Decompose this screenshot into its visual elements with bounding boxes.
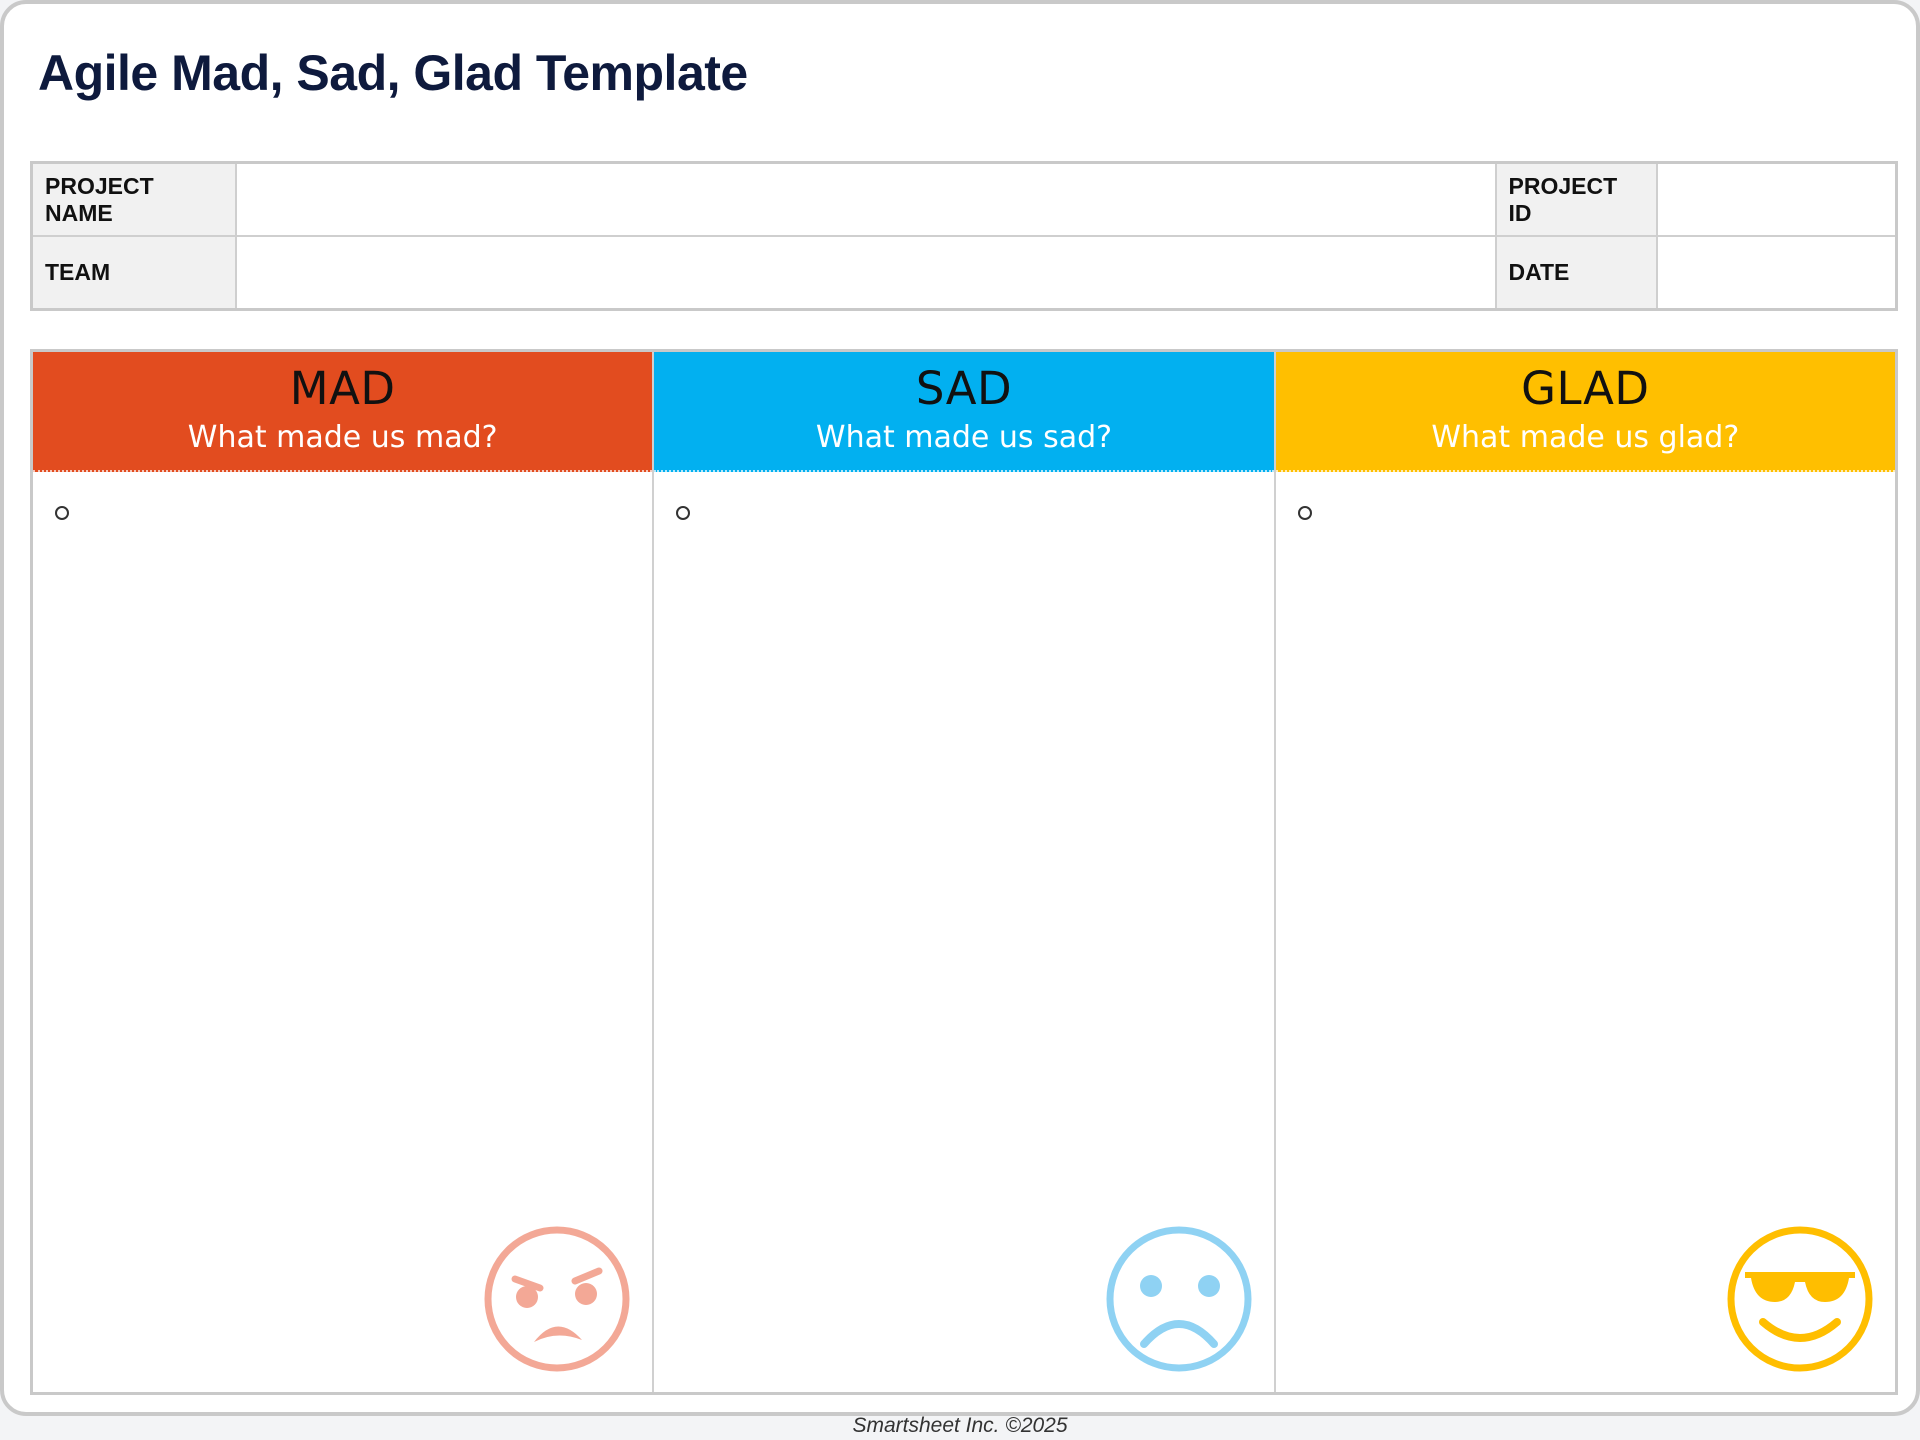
sad-title: SAD	[915, 362, 1013, 415]
mad-title: MAD	[289, 362, 396, 415]
bullet-icon[interactable]	[55, 506, 69, 520]
project-id-field[interactable]	[1655, 161, 1898, 237]
bullet-icon[interactable]	[1297, 506, 1312, 520]
retro-board: MAD What made us mad? SAD What made us s…	[30, 349, 1898, 1395]
sad-header: SAD What made us sad?	[654, 352, 1274, 472]
glad-title: GLAD	[1521, 362, 1650, 415]
date-label: DATE	[1494, 235, 1658, 311]
sunglasses-face-icon	[1727, 1226, 1873, 1372]
team-label: TEAM	[30, 235, 237, 311]
glad-subtitle: What made us glad?	[1431, 420, 1740, 455]
mad-subtitle: What made us mad?	[187, 420, 498, 455]
bullet-icon[interactable]	[676, 506, 691, 520]
sad-face-icon	[1106, 1226, 1252, 1372]
glad-column: GLAD What made us glad?	[1275, 352, 1895, 1392]
sad-subtitle: What made us sad?	[815, 420, 1113, 455]
project-info-table: PROJECT NAME PROJECT ID TEAM DATE	[30, 161, 1898, 311]
mad-header: MAD What made us mad?	[33, 352, 653, 472]
angry-face-icon	[484, 1226, 630, 1372]
project-name-field[interactable]	[234, 161, 1497, 237]
glad-header: GLAD What made us glad?	[1275, 352, 1895, 472]
table-row: PROJECT NAME PROJECT ID	[30, 161, 1898, 237]
project-id-label: PROJECT ID	[1494, 161, 1658, 237]
footer-copyright: Smartsheet Inc. ©2025	[852, 1414, 1068, 1437]
date-field[interactable]	[1655, 235, 1898, 311]
team-field[interactable]	[234, 235, 1497, 311]
page-title: Agile Mad, Sad, Glad Template	[38, 45, 748, 101]
sad-column: SAD What made us sad?	[654, 352, 1276, 1392]
table-row: TEAM DATE	[30, 235, 1898, 311]
project-name-label: PROJECT NAME	[30, 161, 237, 237]
mad-column: MAD What made us mad?	[33, 352, 655, 1392]
